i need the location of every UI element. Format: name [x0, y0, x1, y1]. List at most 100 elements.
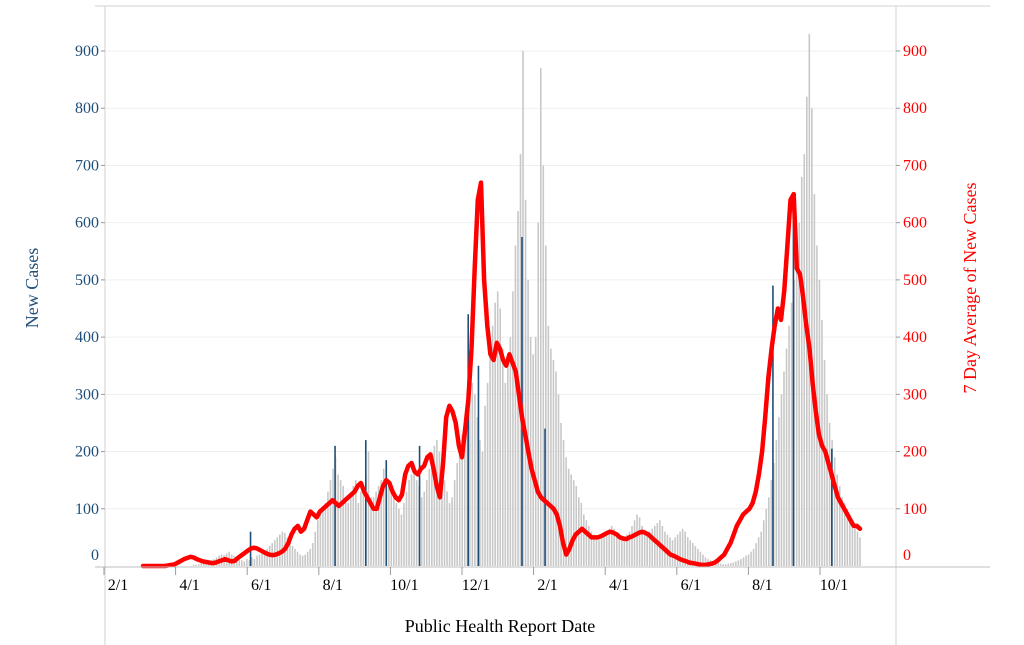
daily-bar — [501, 348, 504, 566]
daily-bar — [390, 491, 393, 566]
left-axis-ticks: 0 100 200 300 400 500 600 700 800 900 — [75, 43, 99, 564]
daily-bar — [623, 537, 626, 566]
daily-bar — [740, 559, 742, 566]
daily-bars-gray — [192, 33, 861, 567]
daily-bar — [441, 468, 443, 566]
right-tick-label: 300 — [903, 386, 927, 403]
daily-bar — [565, 457, 567, 566]
daily-bar — [448, 503, 451, 566]
daily-bar — [286, 537, 289, 566]
daily-bar — [529, 337, 532, 566]
daily-bar — [496, 291, 499, 566]
daily-bar — [243, 561, 246, 566]
daily-bar — [697, 548, 699, 566]
daily-bar — [380, 480, 382, 566]
daily-bar — [689, 540, 692, 566]
daily-bar — [767, 497, 770, 566]
daily-bar — [486, 382, 489, 566]
daily-bar — [643, 531, 646, 566]
daily-bar — [727, 563, 730, 566]
daily-bar — [836, 474, 838, 566]
daily-bar — [803, 154, 806, 566]
daily-bar — [628, 531, 631, 566]
daily-bar — [603, 534, 605, 566]
daily-bar — [684, 531, 686, 566]
daily-bar — [651, 528, 654, 566]
daily-bar — [347, 503, 350, 566]
daily-bar — [562, 440, 565, 566]
daily-bar — [555, 371, 557, 566]
daily-bar — [534, 337, 537, 566]
daily-bar — [846, 508, 849, 566]
daily-bar — [423, 491, 426, 566]
daily-bar — [370, 497, 372, 566]
daily-bars-highlight — [249, 211, 833, 566]
daily-bar — [851, 520, 854, 566]
daily-bar — [583, 514, 585, 566]
daily-bar — [729, 563, 732, 566]
daily-bar-highlight — [477, 365, 480, 566]
daily-bar — [552, 360, 555, 566]
daily-bar — [481, 451, 484, 566]
daily-bar — [755, 543, 757, 566]
daily-bar — [633, 520, 636, 566]
left-tick-label: 300 — [75, 386, 99, 403]
daily-bar — [357, 503, 360, 566]
daily-bar — [458, 451, 461, 566]
daily-bar — [398, 508, 400, 566]
daily-bar — [507, 365, 509, 566]
daily-bar — [491, 325, 494, 566]
left-tick-label: 700 — [75, 157, 99, 174]
daily-bar — [344, 497, 347, 566]
daily-bar — [595, 537, 598, 566]
daily-bar — [674, 537, 676, 566]
daily-bar — [757, 537, 760, 566]
daily-bar — [795, 257, 798, 566]
daily-bar — [484, 405, 486, 566]
daily-bar — [352, 485, 355, 566]
daily-bar — [600, 537, 603, 566]
x-axis-title: Public Health Report Date — [405, 616, 595, 636]
daily-bar — [732, 562, 735, 566]
daily-bar — [362, 485, 365, 566]
daily-bar — [327, 491, 329, 566]
daily-bar — [828, 422, 831, 566]
daily-bar-highlight — [364, 440, 367, 566]
daily-bar — [735, 561, 737, 566]
daily-bar — [737, 560, 740, 566]
daily-bar-highlight — [831, 448, 833, 566]
daily-bar — [299, 554, 301, 566]
x-axis-ticks: 2/1 4/1 6/1 8/1 10/1 12/1 2/1 4/1 6/1 8/1 10/1 — [103, 567, 848, 594]
daily-bar — [261, 553, 263, 566]
daily-bar — [246, 559, 248, 566]
daily-bar — [461, 434, 464, 566]
x-tick-label: 12/1 — [462, 577, 490, 594]
daily-bar — [479, 440, 481, 566]
x-tick-label: 6/1 — [681, 577, 701, 594]
daily-bar — [393, 497, 395, 566]
daily-bar — [542, 165, 545, 566]
daily-bar — [681, 528, 684, 566]
daily-bar — [304, 554, 306, 566]
daily-bar — [608, 528, 610, 566]
daily-bar — [367, 451, 370, 566]
daily-bar — [833, 457, 836, 566]
daily-bar — [415, 480, 418, 566]
daily-bar — [291, 545, 294, 566]
daily-bar — [849, 514, 851, 566]
daily-bar — [590, 531, 593, 566]
daily-bar — [588, 525, 590, 566]
daily-bar — [856, 531, 859, 566]
daily-bar — [783, 371, 785, 566]
daily-bar — [775, 440, 778, 566]
daily-bar-highlight — [385, 460, 388, 566]
daily-bar — [349, 491, 352, 566]
daily-bar — [375, 491, 377, 566]
daily-bar — [843, 503, 846, 566]
daily-bar — [395, 503, 398, 566]
daily-bar — [724, 564, 727, 566]
right-axis-ticks: 0 100 200 300 400 500 600 700 800 900 — [903, 43, 927, 564]
daily-bar — [405, 491, 408, 566]
daily-bar — [425, 480, 428, 566]
daily-bar — [717, 563, 719, 566]
